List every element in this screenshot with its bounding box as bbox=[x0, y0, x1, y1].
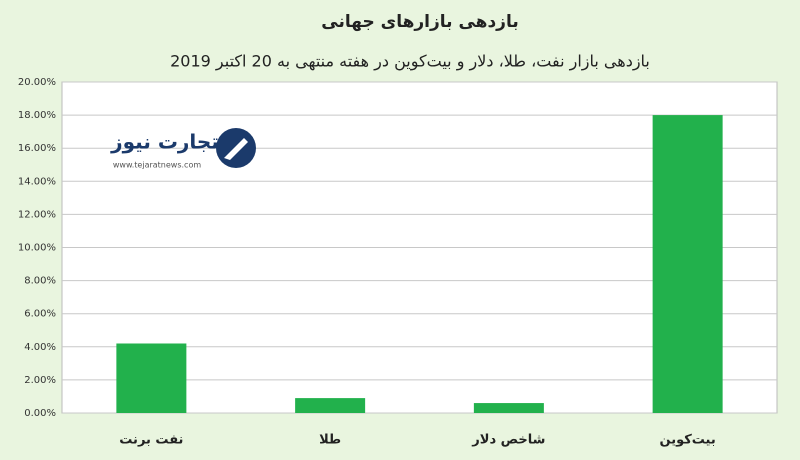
y-tick-label: 2.00% bbox=[24, 375, 56, 386]
x-tick-label: نفت برنت bbox=[119, 433, 183, 448]
bar bbox=[295, 398, 366, 413]
x-tick-label: طلا bbox=[319, 433, 341, 448]
watermark: تجارت نیوز www.tejaratnews.com bbox=[110, 128, 256, 170]
chart-title: بازدهی بازارهای جهانی bbox=[321, 12, 518, 32]
logo-url: www.tejaratnews.com bbox=[113, 161, 201, 170]
y-tick-label: 0.00% bbox=[24, 408, 56, 419]
y-tick-label: 8.00% bbox=[24, 276, 56, 287]
x-tick-label: بیت‌کوین bbox=[660, 433, 716, 448]
chart-subtitle: بازدهی بازار نفت، طلا، دلار و بیت‌کوین د… bbox=[170, 52, 650, 72]
x-tick-label: شاخص دلار bbox=[471, 433, 545, 448]
y-tick-label: 20.00% bbox=[18, 77, 56, 88]
logo-name: تجارت نیوز bbox=[110, 130, 219, 154]
y-tick-label: 10.00% bbox=[18, 243, 56, 254]
y-tick-label: 4.00% bbox=[24, 342, 56, 353]
bar bbox=[116, 343, 187, 413]
y-tick-label: 12.00% bbox=[18, 209, 56, 220]
y-tick-label: 18.00% bbox=[18, 110, 56, 121]
y-tick-label: 6.00% bbox=[24, 309, 56, 320]
bar bbox=[473, 403, 544, 413]
logo-icon-stripe bbox=[224, 138, 248, 160]
bar bbox=[652, 115, 723, 413]
y-tick-label: 16.00% bbox=[18, 143, 56, 154]
y-tick-label: 14.00% bbox=[18, 176, 56, 187]
